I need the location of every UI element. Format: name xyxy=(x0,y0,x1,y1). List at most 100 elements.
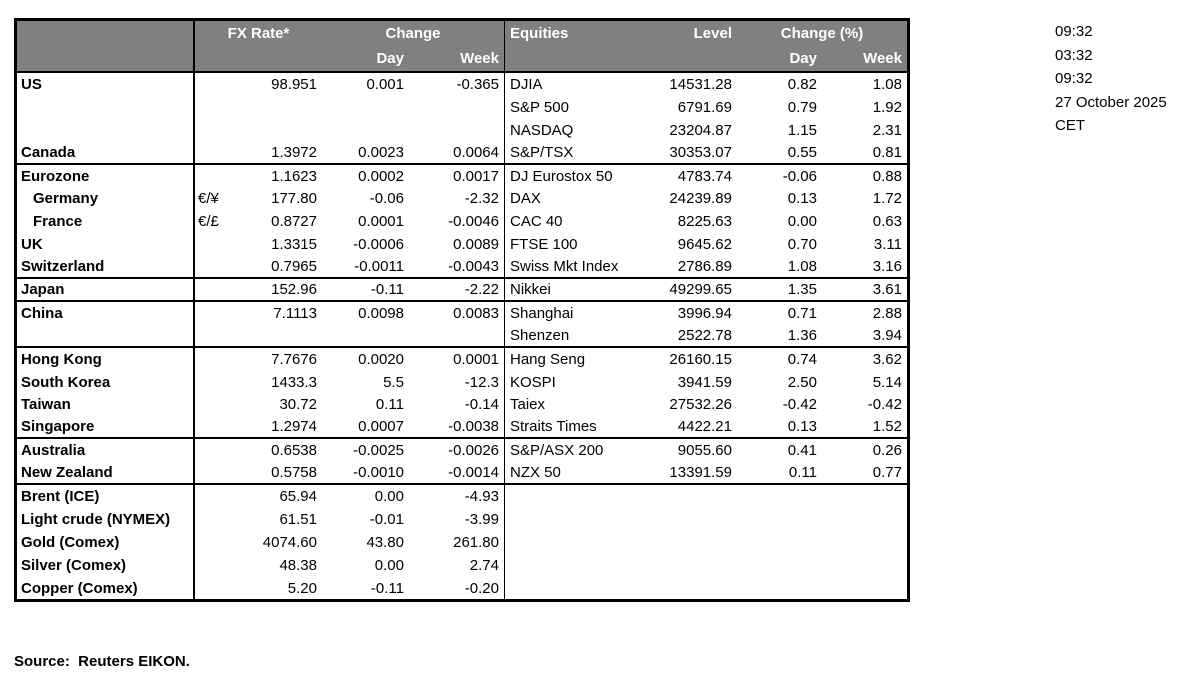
fx-day-change-cell: 0.0001 xyxy=(358,213,404,231)
fx-rate-cell xyxy=(229,119,322,142)
table-row: New Zealand 0.5758 -0.0010 -0.0014 NZX 50 133… xyxy=(17,462,907,486)
equity-level-cell: 14531.28 xyxy=(669,75,732,93)
equity-level-cell xyxy=(642,554,737,577)
fx-rate-cell: 1.3315 xyxy=(271,236,317,254)
fx-rate-cell: 61.51 xyxy=(279,510,317,528)
table-row: Switzerland 0.7965 -0.0011 -0.0043 Swiss Mkt… xyxy=(17,256,907,280)
equity-day-change-cell: 0.71 xyxy=(787,304,817,322)
fx-week-change-cell: -0.0046 xyxy=(448,213,499,231)
equity-week-change-cell xyxy=(822,508,907,531)
equity-name-cell xyxy=(504,576,642,600)
fx-country-cell: Copper (Comex) xyxy=(17,576,195,600)
equity-level-cell: 49299.65 xyxy=(669,280,732,298)
fx-country-cell: Gold (Comex) xyxy=(17,530,195,554)
fx-week-change-cell: 0.0017 xyxy=(453,167,499,185)
equity-level-cell xyxy=(642,508,737,531)
fx-pair-symbol-cell xyxy=(195,508,229,531)
fx-pair-symbol-cell xyxy=(195,302,229,325)
fx-country-cell: Canada xyxy=(17,141,195,163)
fx-day-change-cell: -0.0025 xyxy=(353,442,404,460)
fx-country-cell: Japan xyxy=(17,279,195,300)
fx-country-cell: Germany xyxy=(17,187,195,211)
equity-day-change-cell xyxy=(737,531,822,554)
equity-week-change-cell: -0.42 xyxy=(867,396,902,414)
fx-week-change-cell: -0.0026 xyxy=(448,442,499,460)
equity-week-change-cell: 0.77 xyxy=(872,464,902,482)
equity-level-cell: 3996.94 xyxy=(677,304,732,322)
fx-pair-symbol-cell xyxy=(195,142,229,163)
equity-name-cell: Taiex xyxy=(504,393,642,417)
equity-name-cell: S&P/TSX xyxy=(504,141,642,163)
header-row-2: Day Week Day Week xyxy=(17,46,907,71)
equity-day-change-cell xyxy=(737,485,822,508)
fx-pair-symbol-cell xyxy=(195,577,229,600)
header-spacer-level xyxy=(642,46,737,71)
fx-rate-cell: 98.951 xyxy=(271,75,317,93)
equity-name-cell: DJ Eurostox 50 xyxy=(504,164,642,188)
table-row: Taiwan 30.72 0.11 -0.14 Taiex 27532.26 -0.42 -0… xyxy=(17,393,907,417)
fx-day-change-cell xyxy=(322,119,409,142)
equity-name-cell: NZX 50 xyxy=(504,462,642,484)
equity-level-cell: 9055.60 xyxy=(677,442,732,460)
equity-name-cell: S&P/ASX 200 xyxy=(504,439,642,463)
fx-pair-symbol-cell: €/£ xyxy=(198,213,219,231)
fx-pair-symbol-cell xyxy=(195,371,229,394)
fx-week-change-cell: 2.74 xyxy=(469,556,499,574)
fx-rate-header: FX Rate* xyxy=(227,25,290,42)
fx-day-change-cell: -0.06 xyxy=(369,190,404,208)
equity-day-change-cell: 0.11 xyxy=(788,464,817,482)
fx-week-change-cell: 261.80 xyxy=(453,533,499,551)
fx-week-change-cell xyxy=(409,96,504,119)
fx-week-change-cell: -2.22 xyxy=(464,280,499,298)
fx-day-change-cell: 0.0002 xyxy=(358,167,404,185)
equity-week-change-cell: 1.52 xyxy=(872,418,902,436)
fx-pair-symbol-cell xyxy=(195,165,229,188)
equity-name-cell: Hang Seng xyxy=(504,347,642,371)
equity-name-cell: Swiss Mkt Index xyxy=(504,256,642,278)
equity-level-cell: 23204.87 xyxy=(669,121,732,139)
fx-week-change-cell: -0.14 xyxy=(464,396,499,414)
equity-day-change-cell: 0.13 xyxy=(787,190,817,208)
equities-header: Equities xyxy=(504,21,642,46)
equity-level-cell: 8225.63 xyxy=(677,213,732,231)
equity-name-cell: DJIA xyxy=(504,73,642,96)
fx-week-change-cell xyxy=(409,119,504,142)
table-row: US 98.951 0.001 -0.365 DJIA 14531.28 0.82 1.08 xyxy=(17,73,907,96)
table-row: France €/£ 0.8727 0.0001 -0.0046 CAC 40 8225.6… xyxy=(17,210,907,234)
equity-level-cell: 3941.59 xyxy=(677,373,732,391)
header-row-1: FX Rate* Change Equities Level Change (%… xyxy=(17,21,907,46)
equity-level-cell: 27532.26 xyxy=(669,396,732,414)
equity-week-change-cell: 3.61 xyxy=(872,280,902,298)
fx-country-cell: South Korea xyxy=(17,370,195,394)
table-row: Eurozone 1.1623 0.0002 0.0017 DJ Eurostox 50… xyxy=(17,164,907,188)
table-row: Germany €/¥ 177.80 -0.06 -2.32 DAX 24239.89 0.1… xyxy=(17,187,907,211)
fx-pair-symbol-cell xyxy=(195,462,229,483)
fx-pair-symbol-cell xyxy=(195,233,229,256)
market-data-table: FX Rate* Change Equities Level Change (%… xyxy=(14,18,910,603)
table-row: Copper (Comex) 5.20 -0.11 -0.20 xyxy=(17,576,907,600)
fx-week-header: Week xyxy=(460,50,499,67)
fx-rate-cell: 0.8727 xyxy=(271,213,317,231)
equity-name-cell xyxy=(504,507,642,531)
source-note: Source: Reuters EIKON. xyxy=(14,653,190,670)
equity-day-change-cell xyxy=(737,508,822,531)
equity-day-change-cell: 1.35 xyxy=(787,280,817,298)
equity-week-change-cell: 0.63 xyxy=(872,213,902,231)
fx-pair-symbol-cell xyxy=(195,485,229,508)
fx-week-change-cell: -12.3 xyxy=(464,373,499,391)
equity-level-cell: 26160.15 xyxy=(669,350,732,368)
fx-rate-cell: 1.3972 xyxy=(271,143,317,161)
equity-level-cell xyxy=(642,531,737,554)
table-row: Light crude (NYMEX) 61.51 -0.01 -3.99 xyxy=(17,507,907,531)
fx-week-change-cell xyxy=(409,325,504,346)
equity-week-change-cell: 0.81 xyxy=(872,143,902,161)
equity-day-change-cell: 0.74 xyxy=(787,350,817,368)
table-row: South Korea 1433.3 5.5 -12.3 KOSPI 3941.59 2.5… xyxy=(17,370,907,394)
fx-pair-symbol-cell xyxy=(195,393,229,416)
equity-name-cell xyxy=(504,485,642,508)
equity-name-cell: Straits Times xyxy=(504,416,642,438)
fx-rate-cell: 1.2974 xyxy=(271,418,317,436)
equity-name-cell: CAC 40 xyxy=(504,210,642,234)
fx-day-change-cell: 0.0007 xyxy=(358,418,404,436)
equity-day-change-cell: 1.36 xyxy=(787,326,817,344)
